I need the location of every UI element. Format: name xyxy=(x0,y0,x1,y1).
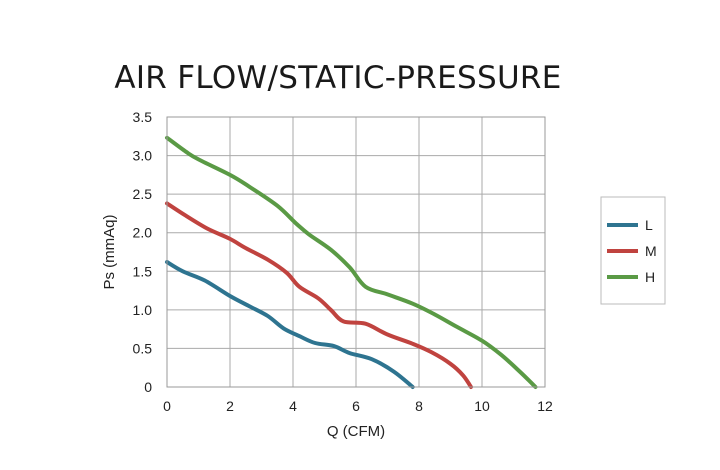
grid xyxy=(166,116,546,388)
y-tick-label: 1.0 xyxy=(133,302,153,318)
series-lines xyxy=(165,135,538,389)
y-tick-label: 3.0 xyxy=(133,148,153,164)
y-axis-label: Ps (mmAq) xyxy=(101,214,118,289)
y-tick-labels: 0 0.5 1.0 1.5 2.0 2.5 3.0 3.5 xyxy=(133,109,153,395)
legend-label-h: H xyxy=(645,269,655,285)
series-line-m xyxy=(165,201,473,389)
plot-frame xyxy=(166,116,546,388)
legend: LMH xyxy=(600,196,666,305)
x-tick-label: 10 xyxy=(474,398,490,414)
legend-label-m: M xyxy=(645,243,657,259)
x-axis-label: Q (CFM) xyxy=(327,423,385,440)
x-tick-label: 0 xyxy=(163,398,171,414)
y-tick-label: 1.5 xyxy=(133,263,153,279)
legend-items: LMH xyxy=(607,217,657,285)
y-tick-label: 3.5 xyxy=(133,109,153,125)
x-tick-label: 4 xyxy=(289,398,297,414)
x-tick-label: 12 xyxy=(537,398,553,414)
y-tick-label: 2.0 xyxy=(133,225,153,241)
y-tick-label: 0 xyxy=(144,379,152,395)
series-line-l xyxy=(165,260,415,389)
x-tick-label: 8 xyxy=(415,398,423,414)
x-tick-label: 6 xyxy=(352,398,360,414)
series-line-h xyxy=(165,135,538,389)
legend-label-l: L xyxy=(645,217,653,233)
chart-title: AIR FLOW/STATIC-PRESSURE xyxy=(114,60,561,96)
x-tick-labels: 0 2 4 6 8 10 12 xyxy=(163,398,553,414)
y-tick-label: 0.5 xyxy=(133,340,153,356)
x-tick-label: 2 xyxy=(226,398,234,414)
y-tick-label: 2.5 xyxy=(133,186,153,202)
